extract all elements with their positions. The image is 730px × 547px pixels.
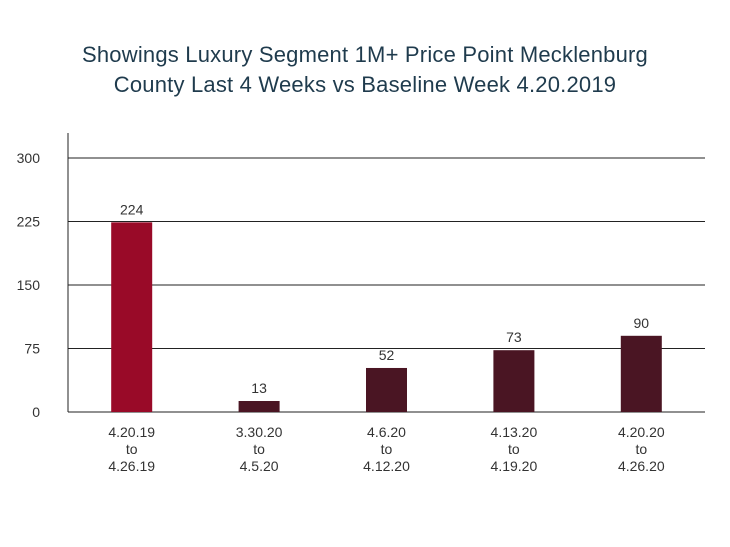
x-tick-label-5-line-2: to — [635, 441, 647, 457]
data-label-5: 90 — [634, 315, 650, 331]
y-tick-label-150: 150 — [17, 277, 41, 293]
x-tick-label-3-line-2: to — [381, 441, 393, 457]
x-tick-label-1-line-3: 4.26.19 — [108, 458, 155, 474]
x-tick-label-4-line-1: 4.13.20 — [491, 424, 538, 440]
x-tick-label-2-line-2: to — [253, 441, 265, 457]
chart-title: Showings Luxury Segment 1M+ Price Point … — [0, 40, 730, 100]
x-tick-label-1-line-2: to — [126, 441, 138, 457]
x-tick-label-2-line-3: 4.5.20 — [240, 458, 279, 474]
chart-title-line-1: Showings Luxury Segment 1M+ Price Point … — [82, 42, 648, 67]
data-label-2: 13 — [251, 380, 267, 396]
y-tick-label-300: 300 — [17, 150, 41, 166]
data-label-1: 224 — [120, 201, 144, 217]
bar-1 — [111, 222, 153, 412]
bar-4 — [493, 350, 535, 412]
x-tick-label-5-line-1: 4.20.20 — [618, 424, 665, 440]
chart-title-line-2: County Last 4 Weeks vs Baseline Week 4.2… — [113, 72, 617, 97]
data-label-4: 73 — [506, 329, 522, 345]
x-tick-label-5-line-3: 4.26.20 — [618, 458, 665, 474]
y-tick-label-75: 75 — [24, 341, 40, 357]
x-tick-label-4-line-2: to — [508, 441, 520, 457]
bar-3 — [366, 367, 407, 412]
y-tick-label-0: 0 — [32, 404, 40, 420]
bar-5 — [620, 335, 662, 412]
x-tick-label-4-line-3: 4.19.20 — [491, 458, 538, 474]
y-tick-label-225: 225 — [17, 214, 41, 230]
x-tick-label-2-line-1: 3.30.20 — [236, 424, 283, 440]
x-tick-label-3-line-3: 4.12.20 — [363, 458, 410, 474]
data-label-3: 52 — [379, 347, 395, 363]
bar-2 — [238, 400, 280, 412]
x-tick-label-1-line-1: 4.20.19 — [108, 424, 155, 440]
x-tick-label-3-line-1: 4.6.20 — [367, 424, 406, 440]
